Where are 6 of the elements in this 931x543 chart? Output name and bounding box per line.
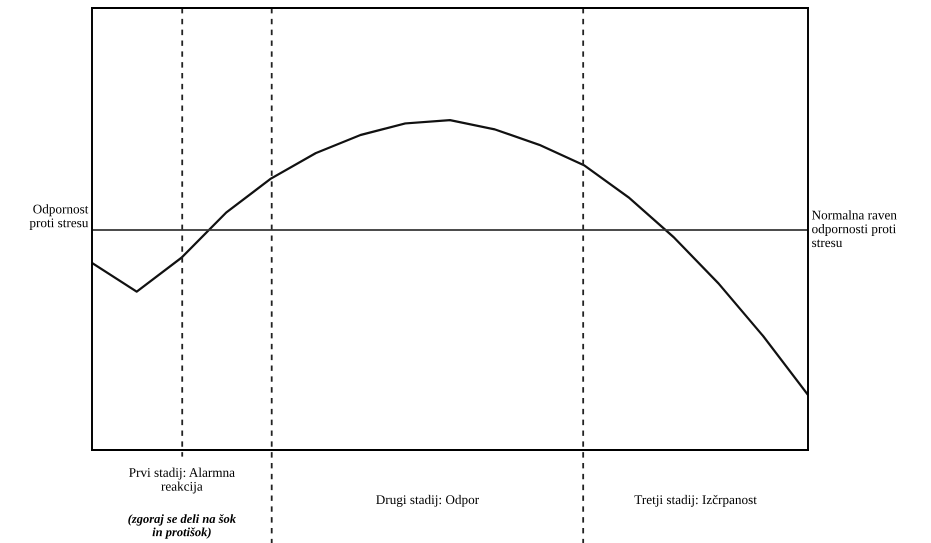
text: (zgoraj se deli na šok in protišok) bbox=[128, 514, 236, 539]
text: Tretji stadij: Izčrpanost bbox=[634, 494, 757, 507]
text: Drugi stadij: Odpor bbox=[376, 494, 480, 507]
ref-line-label: Normalna raven odpornosti proti stresu bbox=[812, 210, 897, 248]
y-axis-title: Odpornost proti stresu bbox=[30, 204, 88, 230]
text: Prvi stadij: Alarmna reakcija bbox=[129, 468, 235, 494]
